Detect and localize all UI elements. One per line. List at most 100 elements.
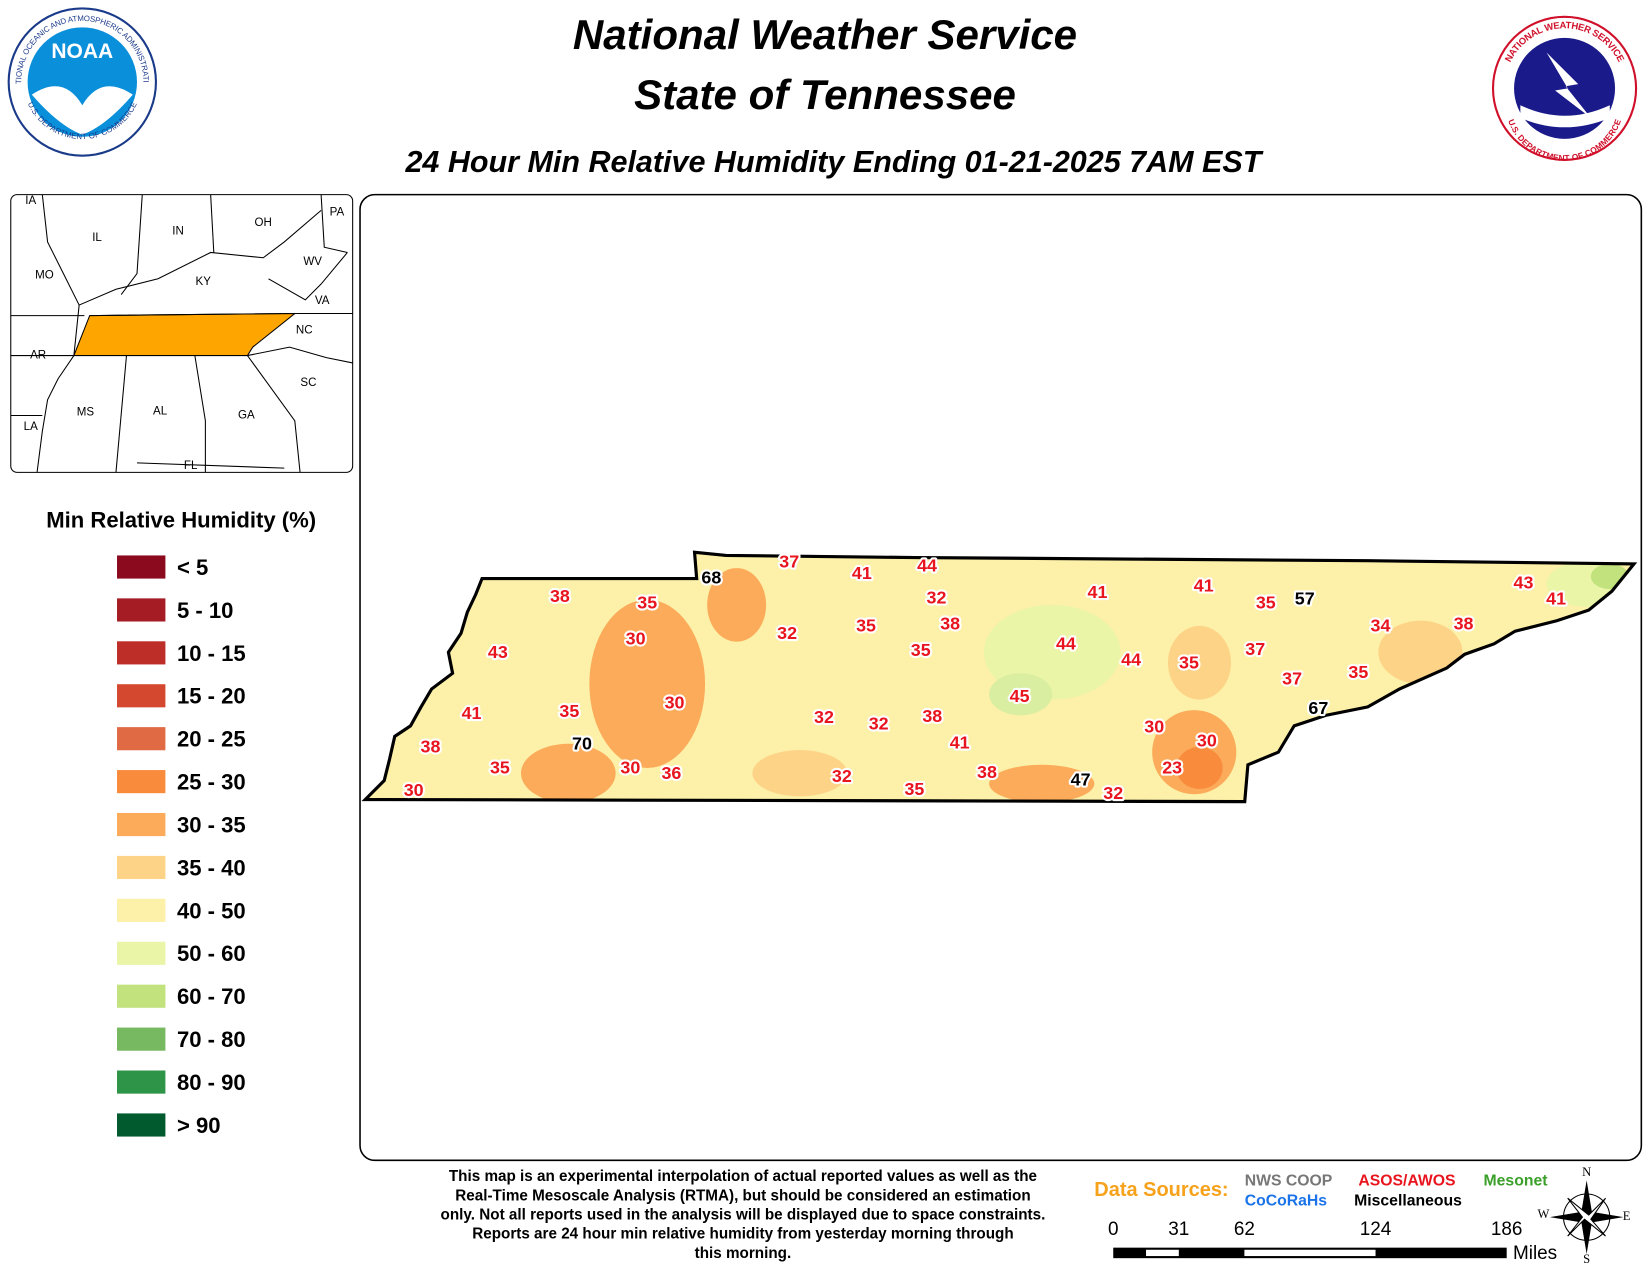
state-label: AR bbox=[30, 350, 46, 362]
station-value: 38 bbox=[977, 762, 997, 782]
station-value: 35 bbox=[911, 640, 931, 660]
scale-bar: 0 31 62 124 186 Miles bbox=[1108, 1219, 1557, 1264]
legend-swatch bbox=[117, 555, 166, 579]
legend-swatch bbox=[117, 641, 166, 665]
station-value: 32 bbox=[814, 707, 834, 727]
station-value: 36 bbox=[661, 763, 681, 783]
logo-text: NOAA bbox=[51, 40, 113, 63]
humidity-field bbox=[365, 552, 1634, 802]
station-value: 34 bbox=[1371, 616, 1391, 636]
station-value: 35 bbox=[490, 758, 510, 778]
station-value: 37 bbox=[779, 552, 799, 572]
legend-label: 60 - 70 bbox=[177, 984, 246, 1009]
footnote-line: Reports are 24 hour min relative humidit… bbox=[472, 1226, 1013, 1243]
station-value: 38 bbox=[1454, 614, 1474, 634]
legend: Min Relative Humidity (%) < 5 5 - 10 10 - … bbox=[46, 508, 316, 1138]
legend-swatch bbox=[117, 727, 166, 751]
station-value: 32 bbox=[777, 623, 797, 643]
compass-letter: E bbox=[1623, 1209, 1631, 1223]
scale-tick-label: 62 bbox=[1234, 1219, 1255, 1240]
state-label: GA bbox=[238, 410, 255, 422]
station-value: 38 bbox=[940, 614, 960, 634]
legend-title: Min Relative Humidity (%) bbox=[46, 508, 316, 533]
station-value: 41 bbox=[1088, 582, 1108, 602]
station-value: 30 bbox=[404, 780, 424, 800]
state-label: MS bbox=[77, 406, 95, 418]
station-value: 37 bbox=[1245, 639, 1265, 659]
state-label: AL bbox=[153, 405, 168, 417]
footnote-line: Real-Time Mesoscale Analysis (RTMA), but… bbox=[455, 1187, 1030, 1204]
station-value: 35 bbox=[1348, 662, 1368, 682]
station-value: 30 bbox=[1144, 717, 1164, 737]
station-value: 35 bbox=[1256, 593, 1276, 613]
state-label: NC bbox=[296, 324, 313, 336]
legend-swatch bbox=[117, 1113, 166, 1137]
station-value: 41 bbox=[852, 563, 872, 583]
station-value: 44 bbox=[1056, 634, 1076, 654]
legend-label: 15 - 20 bbox=[177, 684, 246, 709]
legend-swatch bbox=[117, 770, 166, 794]
legend-label: > 90 bbox=[177, 1113, 221, 1138]
station-value: 38 bbox=[550, 586, 570, 606]
legend-label: 35 - 40 bbox=[177, 855, 246, 880]
station-value: 32 bbox=[1103, 783, 1123, 803]
compass-letter: W bbox=[1538, 1207, 1550, 1221]
legend-label: 5 - 10 bbox=[177, 598, 233, 623]
station-value: 44 bbox=[1121, 649, 1141, 669]
station-value: 57 bbox=[1295, 588, 1315, 608]
legend-swatch bbox=[117, 941, 166, 965]
scale-tick-label: 0 bbox=[1108, 1219, 1119, 1240]
station-value: 35 bbox=[856, 616, 876, 636]
station-value: 32 bbox=[927, 587, 947, 607]
state-label: WV bbox=[303, 256, 322, 268]
noaa-logo: NOAA NATIONAL OCEANIC AND ATMOSPHERIC AD… bbox=[0, 0, 157, 157]
state-label: PA bbox=[330, 207, 345, 219]
state-label: KY bbox=[196, 276, 212, 288]
title: State of Tennessee bbox=[634, 71, 1016, 118]
state-label: LA bbox=[24, 421, 38, 433]
station-value: 70 bbox=[572, 734, 592, 754]
footnote-line: This map is an experimental interpolatio… bbox=[449, 1168, 1037, 1185]
state-label: FL bbox=[184, 460, 198, 472]
station-value: 41 bbox=[1194, 576, 1214, 596]
legend-label: 70 - 80 bbox=[177, 1027, 246, 1052]
station-value: 45 bbox=[1010, 686, 1030, 706]
legend-swatch bbox=[117, 898, 166, 922]
legend-label: 40 - 50 bbox=[177, 898, 246, 923]
legend-label: 80 - 90 bbox=[177, 1070, 246, 1095]
legend-swatch bbox=[117, 1070, 166, 1094]
stations: 68 37 41 44 38 35 32 41 41 35 57 43 41 30 32 35 38 34 38 43… bbox=[402, 549, 1569, 805]
legend-label: 10 - 15 bbox=[177, 641, 246, 666]
station-value: 37 bbox=[1282, 668, 1302, 688]
station-value: 41 bbox=[462, 703, 482, 723]
legend-swatch bbox=[117, 855, 166, 880]
scale-tick-label: 124 bbox=[1360, 1219, 1392, 1240]
data-source: CoCoRaHs bbox=[1245, 1193, 1328, 1210]
station-value: 32 bbox=[869, 714, 889, 734]
compass-letter: N bbox=[1582, 1165, 1591, 1179]
station-value: 30 bbox=[626, 628, 646, 648]
legend-label: 50 - 60 bbox=[177, 941, 246, 966]
scale-tick-label: 186 bbox=[1491, 1219, 1523, 1240]
title: National Weather Service bbox=[573, 11, 1077, 58]
scale-segment bbox=[1244, 1249, 1376, 1257]
station-value: 67 bbox=[1308, 698, 1328, 718]
station-value: 35 bbox=[637, 593, 657, 613]
station-value: 47 bbox=[1071, 769, 1091, 789]
station-value: 30 bbox=[620, 758, 640, 778]
station-value: 41 bbox=[950, 732, 970, 752]
footnote-line: this morning. bbox=[695, 1245, 792, 1262]
legend-swatch bbox=[117, 684, 166, 708]
legend-label: 20 - 25 bbox=[177, 727, 246, 752]
station-value: 35 bbox=[904, 779, 924, 799]
scale-unit: Miles bbox=[1513, 1243, 1557, 1264]
station-value: 68 bbox=[701, 567, 721, 587]
state-label: VA bbox=[315, 295, 330, 307]
station-value: 43 bbox=[1514, 573, 1534, 593]
footnote-line: only. Not all reports used in the analys… bbox=[441, 1206, 1046, 1223]
scale-segment bbox=[1146, 1249, 1179, 1257]
data-source: Miscellaneous bbox=[1354, 1193, 1462, 1210]
nws-logo: NATIONAL WEATHER SERVICE U.S. DEPARTMENT… bbox=[1491, 15, 1638, 163]
